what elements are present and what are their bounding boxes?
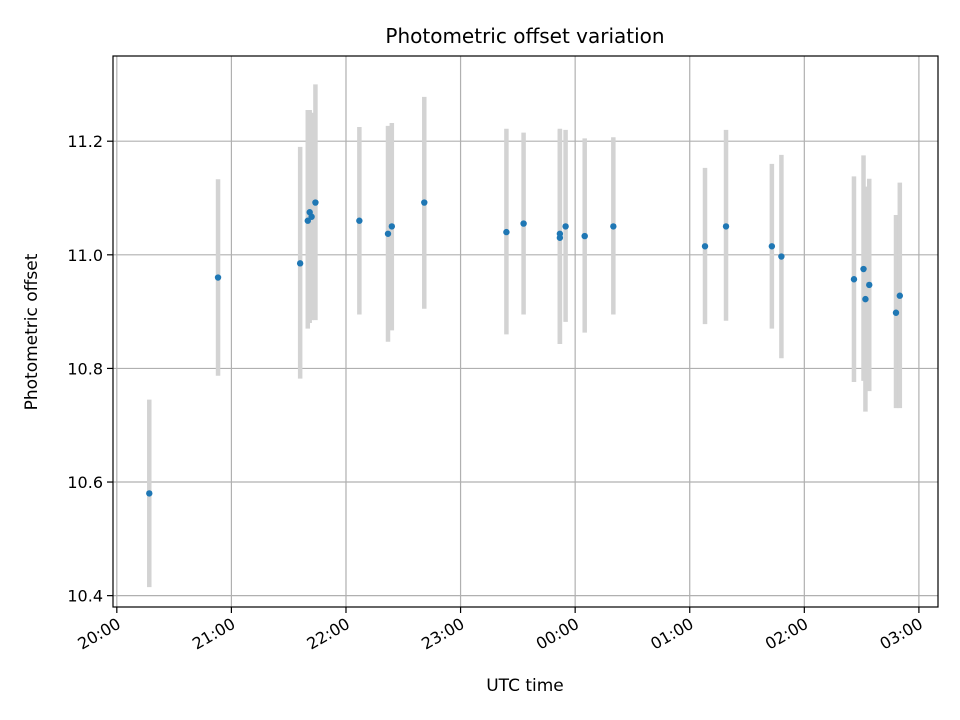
data-point <box>722 223 730 230</box>
data-point <box>866 281 873 289</box>
data-point <box>304 217 311 224</box>
data-point <box>296 260 304 267</box>
plot-frame <box>112 55 939 608</box>
y-tick-label: 10.6 <box>67 473 103 492</box>
data-point <box>356 217 363 224</box>
data-point <box>862 295 869 303</box>
y-tick-label: 11.0 <box>67 246 103 265</box>
data-point <box>778 253 785 260</box>
data-point <box>384 230 392 237</box>
y-tick-label: 10.8 <box>67 359 103 378</box>
data-point <box>308 213 315 220</box>
data-point <box>520 220 527 227</box>
chart-title: Photometric offset variation <box>385 24 664 48</box>
data-point <box>768 243 776 250</box>
data-point <box>503 228 510 236</box>
y-axis-ticks: 10.4 10.6 10.8 11.0 11.2 <box>67 132 113 606</box>
data-point <box>421 199 428 206</box>
y-tick-label: 11.2 <box>67 132 103 151</box>
y-axis-title: Photometric offset <box>22 253 42 410</box>
data-point <box>562 223 569 230</box>
data-point <box>146 490 153 497</box>
data-points <box>146 199 904 497</box>
y-tick-label: 10.4 <box>67 587 103 606</box>
data-point <box>850 276 858 283</box>
data-point <box>556 234 564 241</box>
data-point <box>214 274 222 281</box>
data-point <box>388 223 396 230</box>
data-point <box>312 199 319 206</box>
data-point <box>892 309 900 316</box>
data-point <box>701 243 709 250</box>
data-point <box>581 232 588 240</box>
data-point <box>896 292 904 299</box>
data-point <box>860 265 867 273</box>
data-point <box>610 223 617 230</box>
x-axis-title: UTC time <box>486 676 564 696</box>
